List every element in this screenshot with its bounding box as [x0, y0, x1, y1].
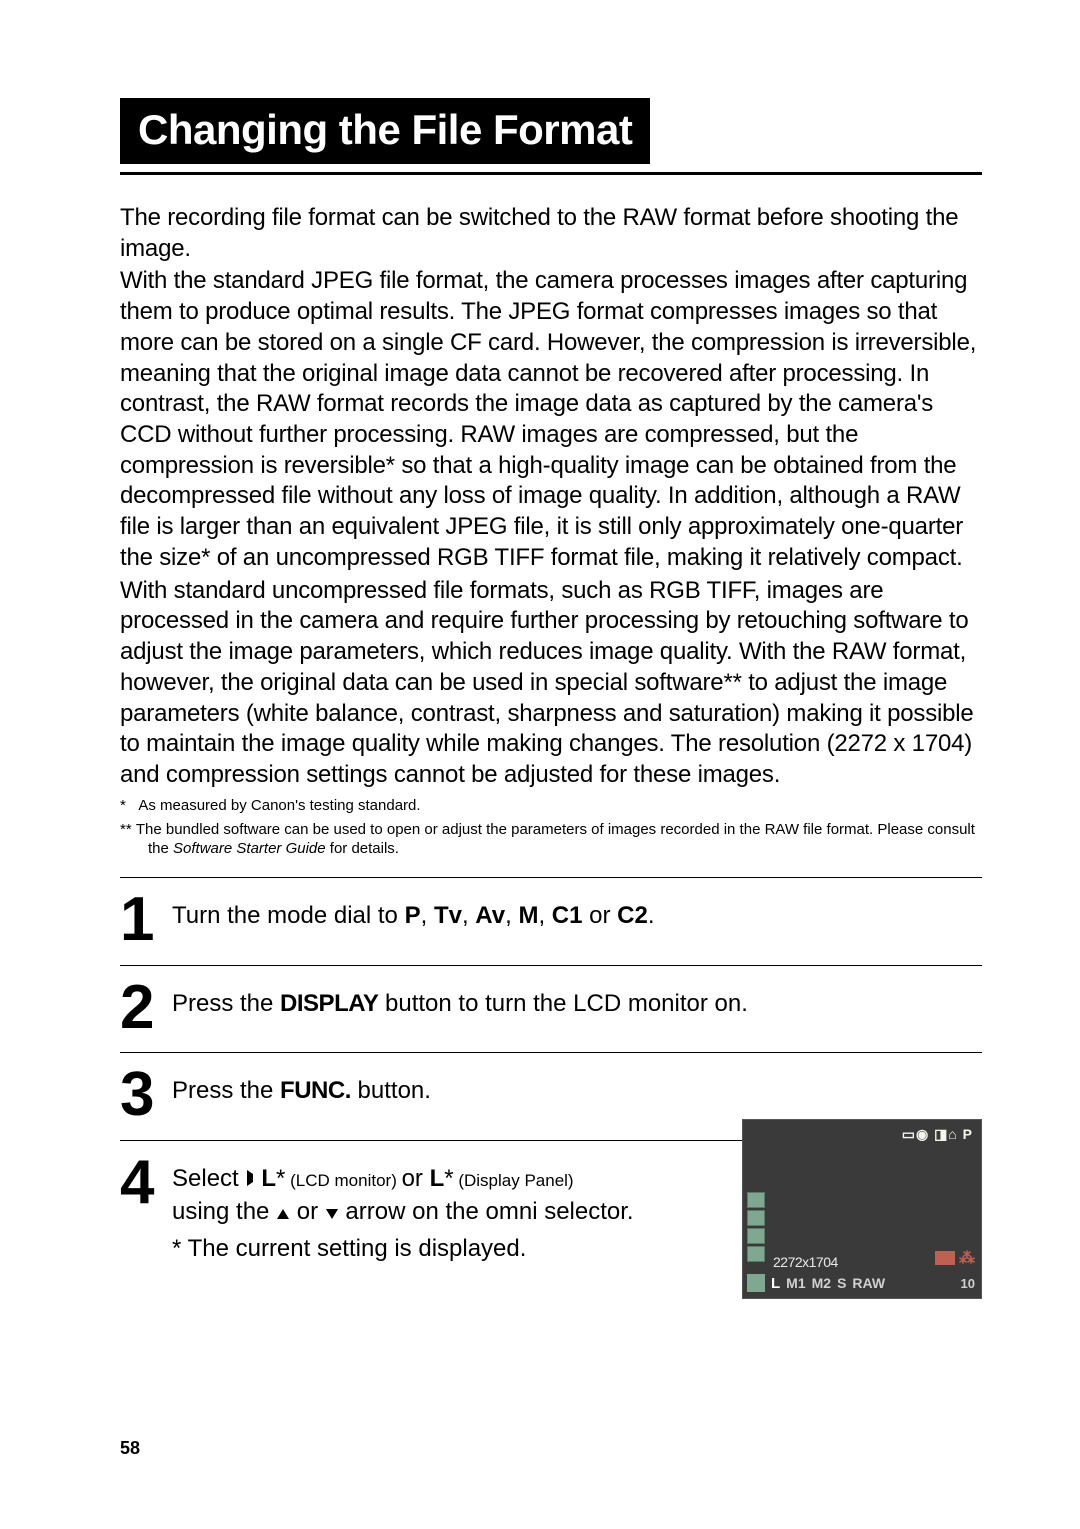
page-number: 58: [120, 1438, 140, 1459]
step-number-1: 1: [120, 894, 172, 947]
down-arrow-icon: [325, 1198, 339, 1229]
step-number-3: 3: [120, 1069, 172, 1122]
step-number-2: 2: [120, 982, 172, 1035]
step-number-4: 4: [120, 1157, 172, 1210]
lcd-badge: ⁂: [935, 1248, 975, 1268]
footnote-2: ** The bundled software can be used to o…: [120, 821, 982, 859]
intro-paragraph: The recording file format can be switche…: [120, 203, 982, 264]
lcd-side-icons: [747, 1192, 765, 1262]
lcd-resolution: 2272x1704: [773, 1254, 838, 1270]
step-4-text: Select L* (LCD monitor) or L* (Display P…: [172, 1163, 712, 1229]
step-3-text: Press the FUNC. button.: [172, 1077, 431, 1104]
body-paragraph-3: With standard uncompressed file formats,…: [120, 576, 982, 791]
step-1: 1 Turn the mode dial to P, Tv, Av, M, C1…: [120, 878, 982, 966]
page-title: Changing the File Format: [120, 98, 650, 164]
up-arrow-icon: [276, 1198, 290, 1229]
step-2-text: Press the DISPLAY button to turn the LCD…: [172, 990, 748, 1017]
compression-icon: [245, 1165, 261, 1196]
body-paragraph-2: With the standard JPEG file format, the …: [120, 266, 982, 573]
lcd-status-icons: ▭◉ ◨⌂ P: [902, 1126, 973, 1143]
step-2: 2 Press the DISPLAY button to turn the L…: [120, 966, 982, 1054]
step-4-note: * The current setting is displayed.: [172, 1233, 712, 1264]
footnote-1: * As measured by Canon's testing standar…: [120, 797, 982, 816]
lcd-format-row: L M1 M2 S RAW 10: [747, 1272, 975, 1294]
step-1-text: Turn the mode dial to P, Tv, Av, M, C1 o…: [172, 902, 655, 929]
lcd-preview: ▭◉ ◨⌂ P 2272x1704 ⁂ L M1 M2 S RAW 10: [742, 1119, 982, 1299]
